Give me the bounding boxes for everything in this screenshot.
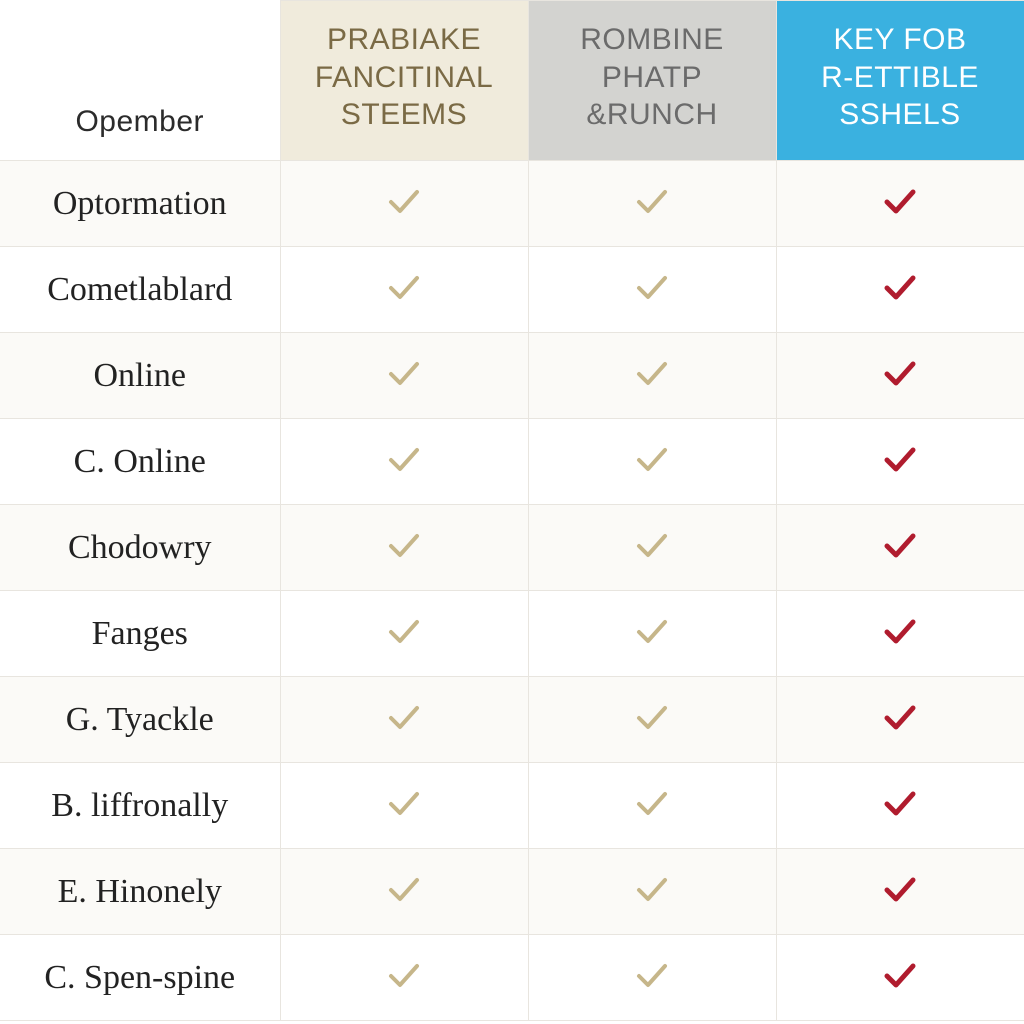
feature-cell — [776, 677, 1024, 763]
table-body: OptormationCometlablardOnlineC. OnlineCh… — [0, 161, 1024, 1021]
feature-cell — [280, 677, 528, 763]
check-icon — [384, 525, 424, 565]
check-icon — [632, 439, 672, 479]
feature-cell — [280, 161, 528, 247]
feature-cell — [528, 419, 776, 505]
feature-cell — [776, 849, 1024, 935]
table-row: Online — [0, 333, 1024, 419]
check-icon — [880, 439, 920, 479]
row-label: C. Online — [0, 419, 280, 505]
check-icon — [384, 869, 424, 909]
table-row: C. Spen-spine — [0, 935, 1024, 1021]
check-icon — [632, 267, 672, 307]
check-icon — [384, 697, 424, 737]
table-header-row: Opember PRABIAKE FANCITINAL STEEMS ROMBI… — [0, 1, 1024, 161]
table-row: Cometlablard — [0, 247, 1024, 333]
check-icon — [880, 783, 920, 823]
check-icon — [880, 267, 920, 307]
feature-column-header: Opember — [0, 1, 280, 161]
feature-cell — [528, 247, 776, 333]
feature-cell — [776, 505, 1024, 591]
check-icon — [632, 181, 672, 221]
check-icon — [880, 869, 920, 909]
feature-cell — [280, 935, 528, 1021]
feature-cell — [776, 935, 1024, 1021]
feature-cell — [528, 505, 776, 591]
feature-cell — [528, 333, 776, 419]
table-row: Optormation — [0, 161, 1024, 247]
check-icon — [632, 869, 672, 909]
check-icon — [880, 353, 920, 393]
check-icon — [384, 955, 424, 995]
check-icon — [632, 955, 672, 995]
check-icon — [632, 525, 672, 565]
check-icon — [384, 783, 424, 823]
feature-cell — [528, 935, 776, 1021]
row-label: B. liffronally — [0, 763, 280, 849]
table-row: Chodowry — [0, 505, 1024, 591]
feature-cell — [528, 161, 776, 247]
row-label: Chodowry — [0, 505, 280, 591]
check-icon — [880, 955, 920, 995]
check-icon — [880, 181, 920, 221]
row-label: C. Spen-spine — [0, 935, 280, 1021]
feature-cell — [280, 333, 528, 419]
feature-cell — [280, 247, 528, 333]
feature-cell — [528, 591, 776, 677]
table-row: B. liffronally — [0, 763, 1024, 849]
feature-cell — [280, 505, 528, 591]
feature-cell — [280, 763, 528, 849]
comparison-table: Opember PRABIAKE FANCITINAL STEEMS ROMBI… — [0, 0, 1024, 1021]
feature-cell — [776, 591, 1024, 677]
row-label: Optormation — [0, 161, 280, 247]
table-row: E. Hinonely — [0, 849, 1024, 935]
check-icon — [880, 697, 920, 737]
table-row: C. Online — [0, 419, 1024, 505]
check-icon — [384, 267, 424, 307]
check-icon — [384, 439, 424, 479]
check-icon — [632, 353, 672, 393]
check-icon — [632, 783, 672, 823]
check-icon — [384, 611, 424, 651]
check-icon — [880, 525, 920, 565]
plan-header-1: PRABIAKE FANCITINAL STEEMS — [280, 1, 528, 161]
feature-cell — [528, 677, 776, 763]
feature-cell — [776, 247, 1024, 333]
plan-header-3: KEY FOB R-ETTIBLE SSHELS — [776, 1, 1024, 161]
feature-cell — [280, 419, 528, 505]
row-label: Cometlablard — [0, 247, 280, 333]
plan-header-2: ROMBINE PHATP &RUNCH — [528, 1, 776, 161]
check-icon — [632, 697, 672, 737]
check-icon — [880, 611, 920, 651]
row-label: E. Hinonely — [0, 849, 280, 935]
feature-cell — [280, 591, 528, 677]
table-row: Fanges — [0, 591, 1024, 677]
check-icon — [384, 353, 424, 393]
feature-cell — [776, 161, 1024, 247]
check-icon — [632, 611, 672, 651]
table-row: G. Tyackle — [0, 677, 1024, 763]
feature-cell — [528, 763, 776, 849]
row-label: Online — [0, 333, 280, 419]
feature-cell — [280, 849, 528, 935]
row-label: Fanges — [0, 591, 280, 677]
feature-cell — [776, 419, 1024, 505]
feature-cell — [528, 849, 776, 935]
row-label: G. Tyackle — [0, 677, 280, 763]
feature-column-label: Opember — [75, 105, 204, 138]
check-icon — [384, 181, 424, 221]
feature-cell — [776, 763, 1024, 849]
feature-cell — [776, 333, 1024, 419]
